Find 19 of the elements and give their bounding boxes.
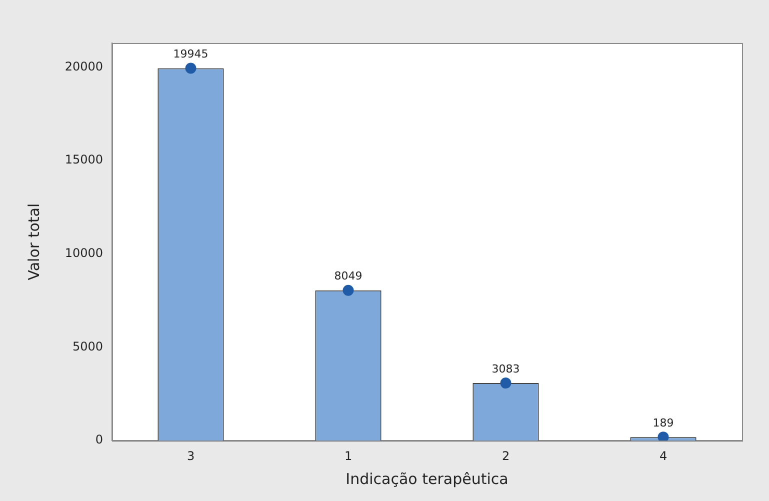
y-tick-label: 20000 — [64, 59, 103, 74]
point — [185, 62, 196, 74]
data-label: 19945 — [173, 48, 208, 61]
y-tick-label: 0 — [95, 432, 103, 447]
data-label: 189 — [652, 416, 674, 430]
x-tick-label: 3 — [186, 448, 195, 463]
x-axis-title: Indicação terapêutica — [346, 470, 508, 488]
y-axis-title: Valor total — [24, 203, 43, 280]
point — [342, 284, 354, 296]
data-label: 8049 — [334, 270, 362, 283]
data-label: 3083 — [492, 362, 520, 376]
x-tick-label: 1 — [344, 448, 352, 463]
point — [500, 378, 512, 389]
x-tick-label: 4 — [659, 448, 668, 463]
y-tick-label: 5000 — [72, 339, 103, 354]
y-tick-label: 15000 — [64, 152, 103, 167]
point — [658, 432, 669, 441]
y-tick-label: 10000 — [64, 246, 103, 260]
x-tick-label: 2 — [502, 448, 510, 463]
